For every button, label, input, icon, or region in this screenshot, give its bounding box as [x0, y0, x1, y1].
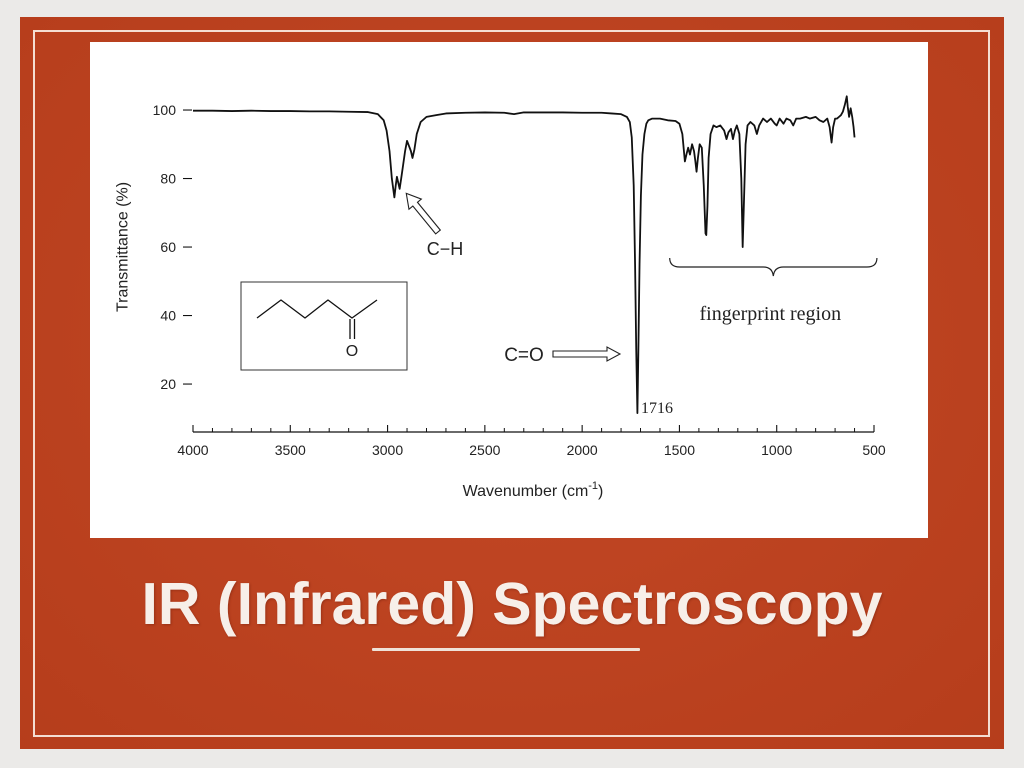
- y-tick-label: 60: [160, 239, 176, 255]
- y-tick-label: 40: [160, 308, 176, 324]
- y-axis-ticks: 100 80 60 40 20: [153, 102, 192, 392]
- y-tick-label: 20: [160, 376, 176, 392]
- x-tick-label: 3500: [275, 442, 306, 458]
- structure-inset: [240, 281, 408, 371]
- y-axis-title: Transmittance (%): [115, 182, 132, 312]
- y-tick-label: 80: [160, 171, 176, 187]
- slide-title: IR (Infrared) Spectroscopy: [141, 571, 883, 637]
- x-tick-label: 2500: [469, 442, 500, 458]
- title-underline: [372, 648, 640, 651]
- y-tick-label: 100: [153, 102, 177, 118]
- x-tick-label: 3000: [372, 442, 403, 458]
- x-tick-label: 500: [862, 442, 886, 458]
- oxygen-atom-label: O: [346, 343, 358, 360]
- skeletal-formula: [256, 299, 378, 319]
- chart-panel: 4000 3500 3000 2500 2000 1500 1000 500 100 80 60 4…: [90, 42, 928, 538]
- fingerprint-region-label: fingerprint region: [699, 303, 841, 325]
- x-tick-label: 4000: [177, 442, 208, 458]
- carbonyl-peak-label: 1716: [641, 400, 673, 417]
- x-axis-title: Wavenumber (cm-1): [463, 480, 604, 500]
- x-tick-label: 1000: [761, 442, 792, 458]
- ch-arrow: [405, 192, 442, 235]
- transmittance-line: [193, 95, 856, 415]
- co-arrow: [552, 346, 622, 362]
- ir-spectrum-chart: 4000 3500 3000 2500 2000 1500 1000 500 100 80 60 4…: [115, 95, 886, 500]
- x-tick-label: 2000: [567, 442, 598, 458]
- co-bond-label: C=O: [504, 345, 544, 366]
- fingerprint-brace: [669, 257, 878, 277]
- slide-inner-border: [33, 30, 990, 737]
- ch-bond-label: C−H: [427, 239, 464, 259]
- x-tick-label: 1500: [664, 442, 695, 458]
- x-axis-ticks: 4000 3500 3000 2500 2000 1500 1000 500: [177, 425, 886, 458]
